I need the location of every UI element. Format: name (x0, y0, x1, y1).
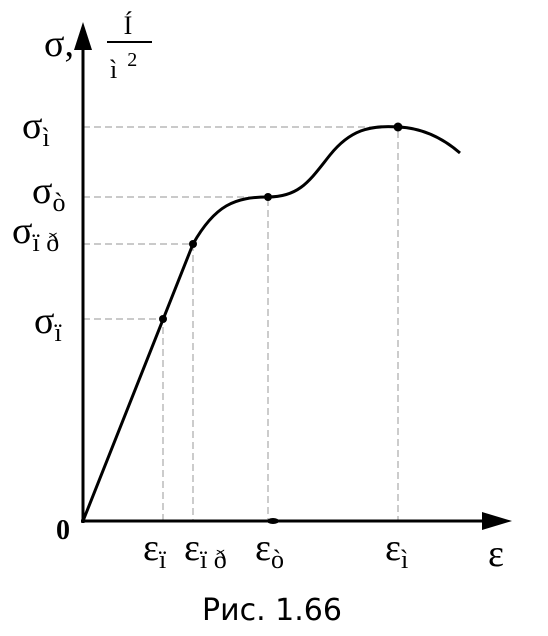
point (267, 518, 279, 524)
point (159, 315, 167, 323)
unit-denominator-text: ì (110, 55, 117, 84)
point (393, 122, 403, 132)
y-label: σò (32, 170, 65, 217)
points (159, 122, 403, 524)
x-label: εò (255, 527, 284, 574)
subscript: ò (52, 188, 65, 217)
symbol: σ (32, 170, 52, 212)
y-label: σï (34, 300, 62, 347)
symbol: ε (184, 527, 200, 569)
subscript: ì (42, 123, 49, 152)
subscript: ï ð (199, 545, 227, 574)
point (264, 193, 272, 201)
x-label: εï ð (184, 527, 227, 574)
origin-label: 0 (56, 515, 70, 546)
x-label: εï (143, 527, 166, 574)
subscript: ì (401, 545, 408, 574)
subscript: ò (271, 545, 284, 574)
x-label: εì (385, 527, 408, 574)
subscript: ï (53, 318, 61, 347)
symbol: σ (34, 300, 54, 342)
caption: Рис. 1.66 (202, 593, 342, 628)
y-label: σï ð (12, 210, 59, 257)
guide-yield (83, 196, 269, 521)
symbol: ε (385, 527, 401, 569)
subscript: ï ð (31, 228, 59, 257)
symbol: σ (22, 105, 42, 147)
point (189, 240, 197, 248)
subscript: ï (158, 545, 166, 574)
y-arrow (74, 22, 92, 50)
stress-strain-curve (81, 125, 461, 522)
unit-exponent: 2 (127, 49, 137, 71)
symbol: ε (143, 527, 159, 569)
unit-numerator: Í (124, 11, 133, 40)
x-axis-symbol: ε (488, 533, 504, 575)
y-label: σì (22, 105, 50, 152)
y-axis-symbol: σ, (44, 23, 74, 65)
symbol: σ (12, 210, 32, 252)
symbol: ε (255, 527, 271, 569)
x-arrow (482, 512, 512, 530)
